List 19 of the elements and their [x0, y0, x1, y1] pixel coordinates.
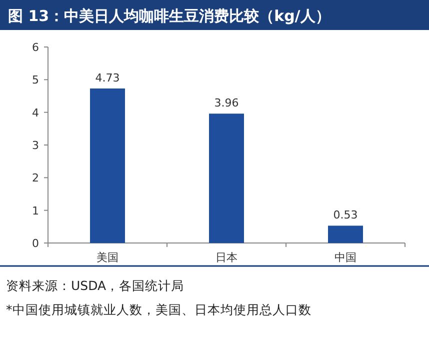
chart-title: 图 13：中美日人均咖啡生豆消费比较（kg/人） — [8, 7, 330, 25]
y-tick-label: 2 — [32, 172, 39, 185]
y-tick-label: 0 — [32, 237, 39, 250]
data-label: 3.96 — [214, 96, 239, 110]
y-tick-label: 3 — [32, 139, 39, 152]
data-label: 0.53 — [333, 208, 358, 222]
x-tick-label: 美国 — [96, 251, 118, 264]
bar — [90, 88, 125, 243]
x-tick-label: 中国 — [334, 251, 356, 264]
y-tick-label: 1 — [32, 204, 39, 218]
y-tick-label: 5 — [32, 74, 39, 87]
text: *中国使用城镇就业人数，美国、日本均使用总人口数 — [6, 302, 312, 317]
data-label: 4.73 — [95, 71, 120, 84]
x-tick-label: 日本 — [216, 251, 238, 264]
bar — [328, 226, 363, 243]
bar — [209, 114, 244, 243]
y-tick-label: 6 — [32, 41, 39, 54]
text: 资料来源：USDA，各国统计局 — [6, 278, 184, 293]
y-tick-label: 4 — [32, 106, 39, 120]
